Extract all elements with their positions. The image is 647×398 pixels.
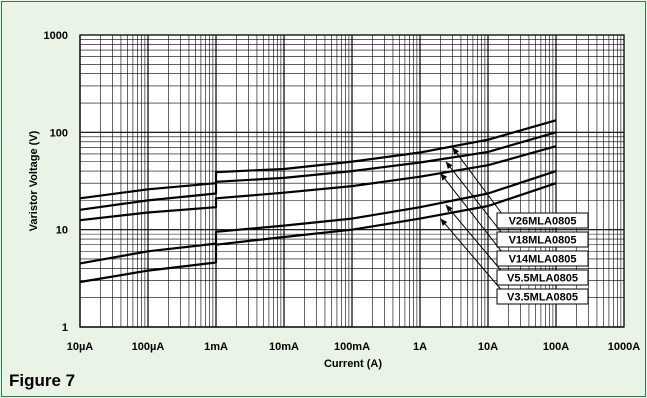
series-line-0 <box>79 119 557 200</box>
y-axis-label: Varistor Voltage (V) <box>28 130 40 231</box>
annotation-box <box>496 250 589 267</box>
x-tick-label: 100µA <box>132 341 165 353</box>
series-line-1 <box>79 131 557 211</box>
x-tick-label: 1mA <box>204 341 228 353</box>
series-lines <box>79 119 557 284</box>
annotation-label: V26MLA0805 <box>509 216 577 228</box>
figure-label: Figure 7 <box>9 371 76 390</box>
annotation-box <box>496 212 589 229</box>
tick-labels: 10µA 100µA 1mA 10mA 100mA 1A 10A 100A 1000A 1 10 10… <box>44 30 641 353</box>
x-tick-label: 10mA <box>269 341 299 353</box>
annotation-arrowhead <box>445 204 453 213</box>
y-tick-label: 1000 <box>44 30 68 42</box>
annotations: V26MLA0805 V18MLA0805 V14MLA0805 V5.5MLA080… <box>440 147 589 305</box>
annotation-label: V14MLA0805 <box>509 254 577 266</box>
y-tick-label: 10 <box>56 225 68 237</box>
grid <box>79 34 625 328</box>
annotation-box <box>496 288 589 305</box>
y-tick-label: 100 <box>50 127 68 139</box>
annotation-arrowhead <box>440 218 448 226</box>
annotation-leader <box>452 147 508 221</box>
x-tick-label: 10µA <box>67 341 94 353</box>
series-line-3 <box>79 170 557 265</box>
annotation-label: V5.5MLA0805 <box>507 273 578 285</box>
plot-border <box>79 34 625 328</box>
x-tick-label: 100A <box>543 341 569 353</box>
annotation-label: V3.5MLA0805 <box>507 292 578 304</box>
annotation-leader <box>440 218 508 297</box>
series-line-4 <box>79 182 557 284</box>
annotation-arrowhead <box>452 147 460 155</box>
annotation-leader <box>440 172 508 259</box>
x-tick-label: 10A <box>478 341 498 353</box>
x-tick-label: 1000A <box>608 341 640 353</box>
x-tick-label: 1A <box>413 341 427 353</box>
annotation-arrowhead <box>445 161 453 169</box>
series-line-2 <box>79 145 557 222</box>
x-tick-label: 100mA <box>334 341 370 353</box>
annotation-arrowhead <box>440 173 448 181</box>
annotation-leader <box>445 161 508 240</box>
annotation-box <box>496 231 589 248</box>
annotation-label: V18MLA0805 <box>509 235 577 247</box>
y-tick-label: 1 <box>62 322 68 334</box>
annotation-box <box>496 269 589 286</box>
annotation-leader <box>445 204 508 278</box>
x-axis-label: Current (A) <box>324 358 382 370</box>
